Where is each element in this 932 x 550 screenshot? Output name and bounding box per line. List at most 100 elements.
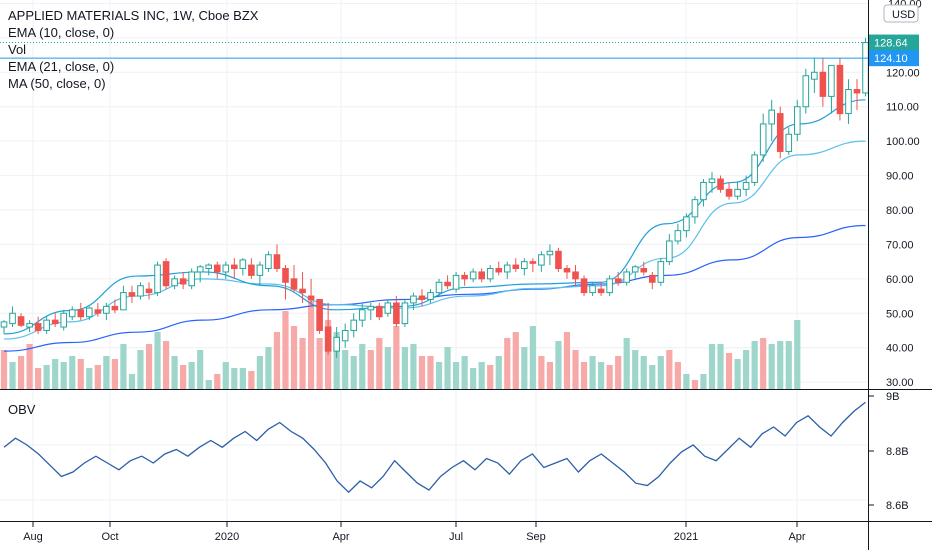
candle-body [94, 309, 102, 314]
volume-bar [546, 362, 554, 389]
candle-body [538, 254, 545, 266]
volume-bar [555, 341, 562, 389]
candle-body [734, 188, 741, 197]
candle-body [17, 316, 25, 326]
volume-bar [256, 356, 263, 389]
candle-body [572, 271, 579, 280]
candle-body [299, 288, 306, 294]
volume-bar [307, 296, 315, 389]
candle-body [546, 250, 554, 256]
candle-body [444, 281, 451, 287]
volume-bar [452, 362, 460, 389]
candle-body [86, 307, 93, 318]
candle-body [512, 264, 520, 270]
volume-bar [538, 356, 545, 389]
volume-bar [94, 365, 101, 389]
volume-bar [598, 362, 605, 389]
volume-bar [333, 332, 340, 389]
volume-bar [529, 326, 536, 389]
volume-bar [0, 350, 8, 389]
x-tick-label: Aug [23, 531, 43, 543]
candle-body [324, 326, 332, 352]
volume-bar [205, 380, 212, 389]
volume-bar [615, 356, 622, 389]
legend-volume[interactable]: Vol [8, 42, 27, 57]
volume-bar [563, 332, 571, 389]
y-tick-label: 120.00 [886, 67, 920, 79]
volume-bar [760, 338, 767, 389]
candle-body [435, 281, 443, 294]
candle-body [51, 319, 59, 325]
candle-body [145, 288, 153, 294]
x-tick-label: Oct [101, 531, 118, 543]
candle-body [657, 261, 665, 283]
candle-body [154, 264, 161, 294]
candle-body [239, 259, 247, 270]
volume-bar [666, 350, 673, 389]
volume-bar [231, 368, 238, 389]
volume-bar [60, 362, 67, 389]
volume-bar [649, 365, 656, 389]
candle-body [819, 71, 827, 97]
candle-body [384, 302, 392, 314]
candle-body [0, 321, 8, 328]
candle-body [461, 274, 468, 280]
y-tick-label: 70.00 [886, 239, 914, 251]
volume-bar [632, 350, 639, 389]
currency-badge [883, 4, 919, 23]
legend-obv[interactable]: OBV [8, 402, 36, 417]
volume-bar [691, 380, 699, 389]
candle-body [188, 271, 195, 287]
candle-body [111, 305, 119, 311]
candle-body [836, 64, 844, 115]
x-tick-label: Apr [788, 531, 805, 543]
volume-bar [26, 344, 33, 389]
y-tick-label: 100.00 [886, 136, 920, 148]
volume-bar [273, 332, 281, 389]
volume-bar [435, 362, 443, 389]
candle-body [793, 106, 801, 135]
volume-bar [154, 332, 161, 389]
volume-bar [461, 356, 468, 389]
candle-body [631, 266, 639, 273]
candle-body [717, 178, 724, 190]
obv-tick-label: 9B [886, 391, 899, 403]
candle-body [26, 323, 33, 328]
volume-bar [35, 368, 42, 389]
volume-bar [657, 356, 664, 389]
volume-bar [17, 356, 25, 389]
volume-bar [299, 338, 306, 389]
volume-bar [86, 368, 93, 389]
candle-body [68, 309, 76, 318]
candle-body [802, 75, 810, 108]
volume-bar [359, 344, 366, 389]
candle-body [674, 230, 682, 242]
prev-price-tag [869, 50, 919, 67]
volume-bar [683, 374, 690, 389]
volume-bar [743, 350, 750, 389]
candle-body [503, 264, 511, 273]
candle-body [691, 199, 699, 218]
volume-bar [197, 350, 204, 389]
legend-ma50[interactable]: MA (50, close, 0) [8, 76, 106, 91]
candle-body [162, 261, 170, 287]
candle-body [828, 64, 835, 97]
volume-bar [9, 362, 16, 389]
candle-body [307, 295, 315, 300]
ema21-line [3, 140, 866, 340]
volume-bar [708, 344, 716, 389]
candle-body [333, 336, 340, 352]
volume-bar [410, 344, 417, 389]
candle-body [751, 154, 758, 183]
candle-body [350, 319, 358, 331]
candle-body [623, 271, 630, 283]
legend-ema10[interactable]: EMA (10, close, 0) [8, 25, 115, 40]
candle-body [205, 264, 213, 270]
candle-body [614, 278, 622, 283]
volume-bar [282, 311, 289, 389]
volume-bar [606, 365, 613, 389]
legend-ema21[interactable]: EMA (21, close, 0) [8, 59, 115, 74]
candle-body [316, 298, 323, 331]
candle-body [478, 271, 485, 280]
